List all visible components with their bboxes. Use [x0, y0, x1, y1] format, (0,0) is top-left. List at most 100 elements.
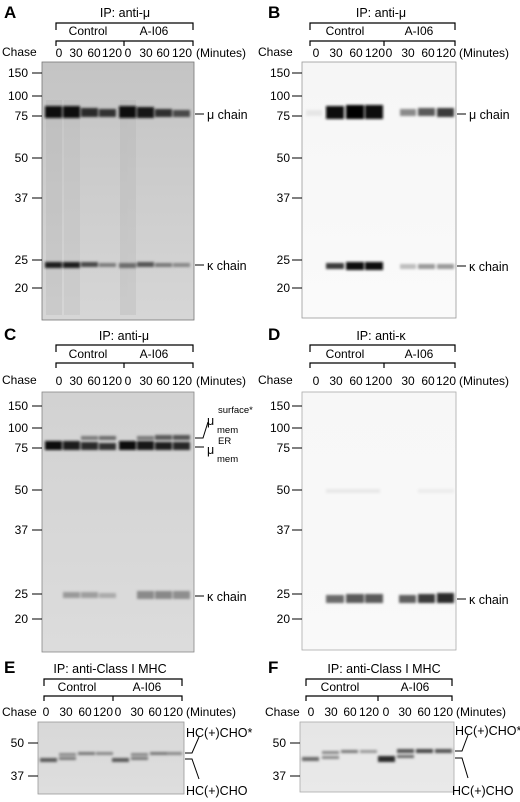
group-label-ai06: A-I06	[140, 24, 169, 38]
lane-label: 0	[386, 374, 393, 388]
group-label-ai06: A-I06	[401, 680, 430, 694]
annotation-line	[455, 734, 469, 752]
panel-label: B	[268, 3, 280, 22]
lane-label: 60	[156, 46, 170, 60]
mw-markers: 150 100 75 50 37 25 20	[270, 399, 302, 626]
lane-label: 30	[401, 46, 415, 60]
mw-label: 37	[277, 523, 291, 537]
panel-f: F IP: anti-Class I MHC Control A-I06 Cha…	[265, 658, 520, 798]
lane-label: 120	[163, 705, 183, 719]
kappa-chain-bands	[326, 593, 454, 603]
lane-label: 0	[313, 46, 320, 60]
kappa-chain-label: κ chain	[207, 259, 247, 273]
lane-label: 60	[78, 705, 92, 719]
lane-label: 0	[313, 374, 320, 388]
lane-label: 30	[401, 374, 415, 388]
group-label-control: Control	[326, 347, 365, 361]
panel-label: F	[268, 658, 278, 677]
mw-label: 37	[15, 191, 29, 205]
mw-label: 100	[270, 421, 290, 435]
mw-label: 37	[277, 191, 291, 205]
chase-label: Chase	[2, 373, 37, 387]
mw-label: 150	[270, 399, 290, 413]
lane-label: 120	[102, 46, 122, 60]
lane-label: 120	[359, 705, 379, 719]
chase-label: Chase	[258, 373, 293, 387]
mu-chain-label: μ chain	[469, 108, 510, 122]
lane-label: 30	[329, 374, 343, 388]
lane-label: 60	[87, 46, 101, 60]
lane-label: 0	[125, 374, 132, 388]
kappa-chain-bands	[45, 262, 190, 268]
ip-bracket	[309, 22, 456, 30]
lane-label: 0	[56, 46, 63, 60]
annotation-line	[455, 757, 469, 779]
ip-bracket	[309, 344, 456, 352]
mw-markers: 50 37	[273, 736, 300, 783]
lane-label: 0	[383, 705, 390, 719]
mw-label: 150	[8, 399, 28, 413]
group-label-ai06: A-I06	[140, 347, 169, 361]
mw-label: 50	[11, 736, 25, 750]
unit-label: (Minutes)	[459, 374, 509, 388]
ip-bracket	[43, 678, 183, 686]
mu-label: μ	[207, 443, 214, 457]
ip-bracket	[55, 344, 194, 352]
lane-label: 0	[56, 374, 63, 388]
mw-label: 50	[15, 151, 29, 165]
mw-label: 50	[277, 483, 291, 497]
group-label-ai06: A-I06	[405, 347, 434, 361]
panel-label: D	[268, 325, 280, 344]
mw-label: 20	[277, 612, 291, 626]
unit-label: (Minutes)	[456, 705, 506, 719]
lane-label: 30	[69, 374, 83, 388]
mw-label: 50	[277, 151, 291, 165]
panel-c: C IP: anti-μ Control A-I06 Chase 0 30 60…	[2, 325, 253, 653]
group-label-control: Control	[326, 24, 365, 38]
mw-label: 20	[15, 612, 29, 626]
lane-label: 30	[139, 374, 153, 388]
mw-label: 37	[15, 523, 29, 537]
lane-label: 120	[436, 46, 456, 60]
group-label-ai06: A-I06	[133, 680, 162, 694]
lane-label: 60	[349, 46, 363, 60]
chase-label: Chase	[2, 705, 37, 719]
annotation-line	[185, 758, 200, 780]
group-label-control: Control	[58, 680, 97, 694]
lane-smears	[46, 100, 136, 315]
lane-label: 30	[329, 46, 343, 60]
hc-cho-star-label: HC(+)CHO*	[186, 726, 252, 740]
lane-label: 0	[386, 46, 393, 60]
panel-a: A IP: anti-μ Control A-I06 Chase 0 30 60…	[2, 3, 248, 321]
unit-label: (Minutes)	[459, 46, 509, 60]
mw-label: 20	[277, 281, 291, 295]
lane-label: 0	[43, 705, 50, 719]
gel-image	[41, 61, 195, 321]
mw-label: 25	[15, 253, 29, 267]
hc-cho-label: HC(+)CHO	[452, 784, 514, 798]
lane-label: 120	[365, 46, 385, 60]
panel-label: A	[4, 3, 16, 22]
lane-label: 120	[172, 374, 192, 388]
group-label-control: Control	[321, 680, 360, 694]
mw-label: 75	[15, 441, 29, 455]
lane-label: 60	[349, 374, 363, 388]
mw-label: 150	[8, 66, 28, 80]
hc-cho-label: HC(+)CHO	[186, 784, 248, 798]
chase-label: Chase	[258, 45, 293, 59]
annotation-line	[185, 736, 200, 754]
mu-label: μ	[207, 414, 214, 428]
lane-label: 120	[433, 705, 453, 719]
lane-label: 30	[139, 46, 153, 60]
lane-label: 30	[130, 705, 144, 719]
lane-label: 0	[115, 705, 122, 719]
gel-image	[301, 61, 457, 319]
kappa-chain-label: κ chain	[469, 260, 509, 274]
ip-label: IP: anti-μ	[99, 329, 149, 343]
gel-image	[301, 391, 457, 651]
hc-cho-star-label: HC(+)CHO*	[455, 724, 520, 738]
mw-label: 75	[277, 441, 291, 455]
mu-chain-label: μ chain	[207, 108, 248, 122]
mw-label: 100	[8, 421, 28, 435]
